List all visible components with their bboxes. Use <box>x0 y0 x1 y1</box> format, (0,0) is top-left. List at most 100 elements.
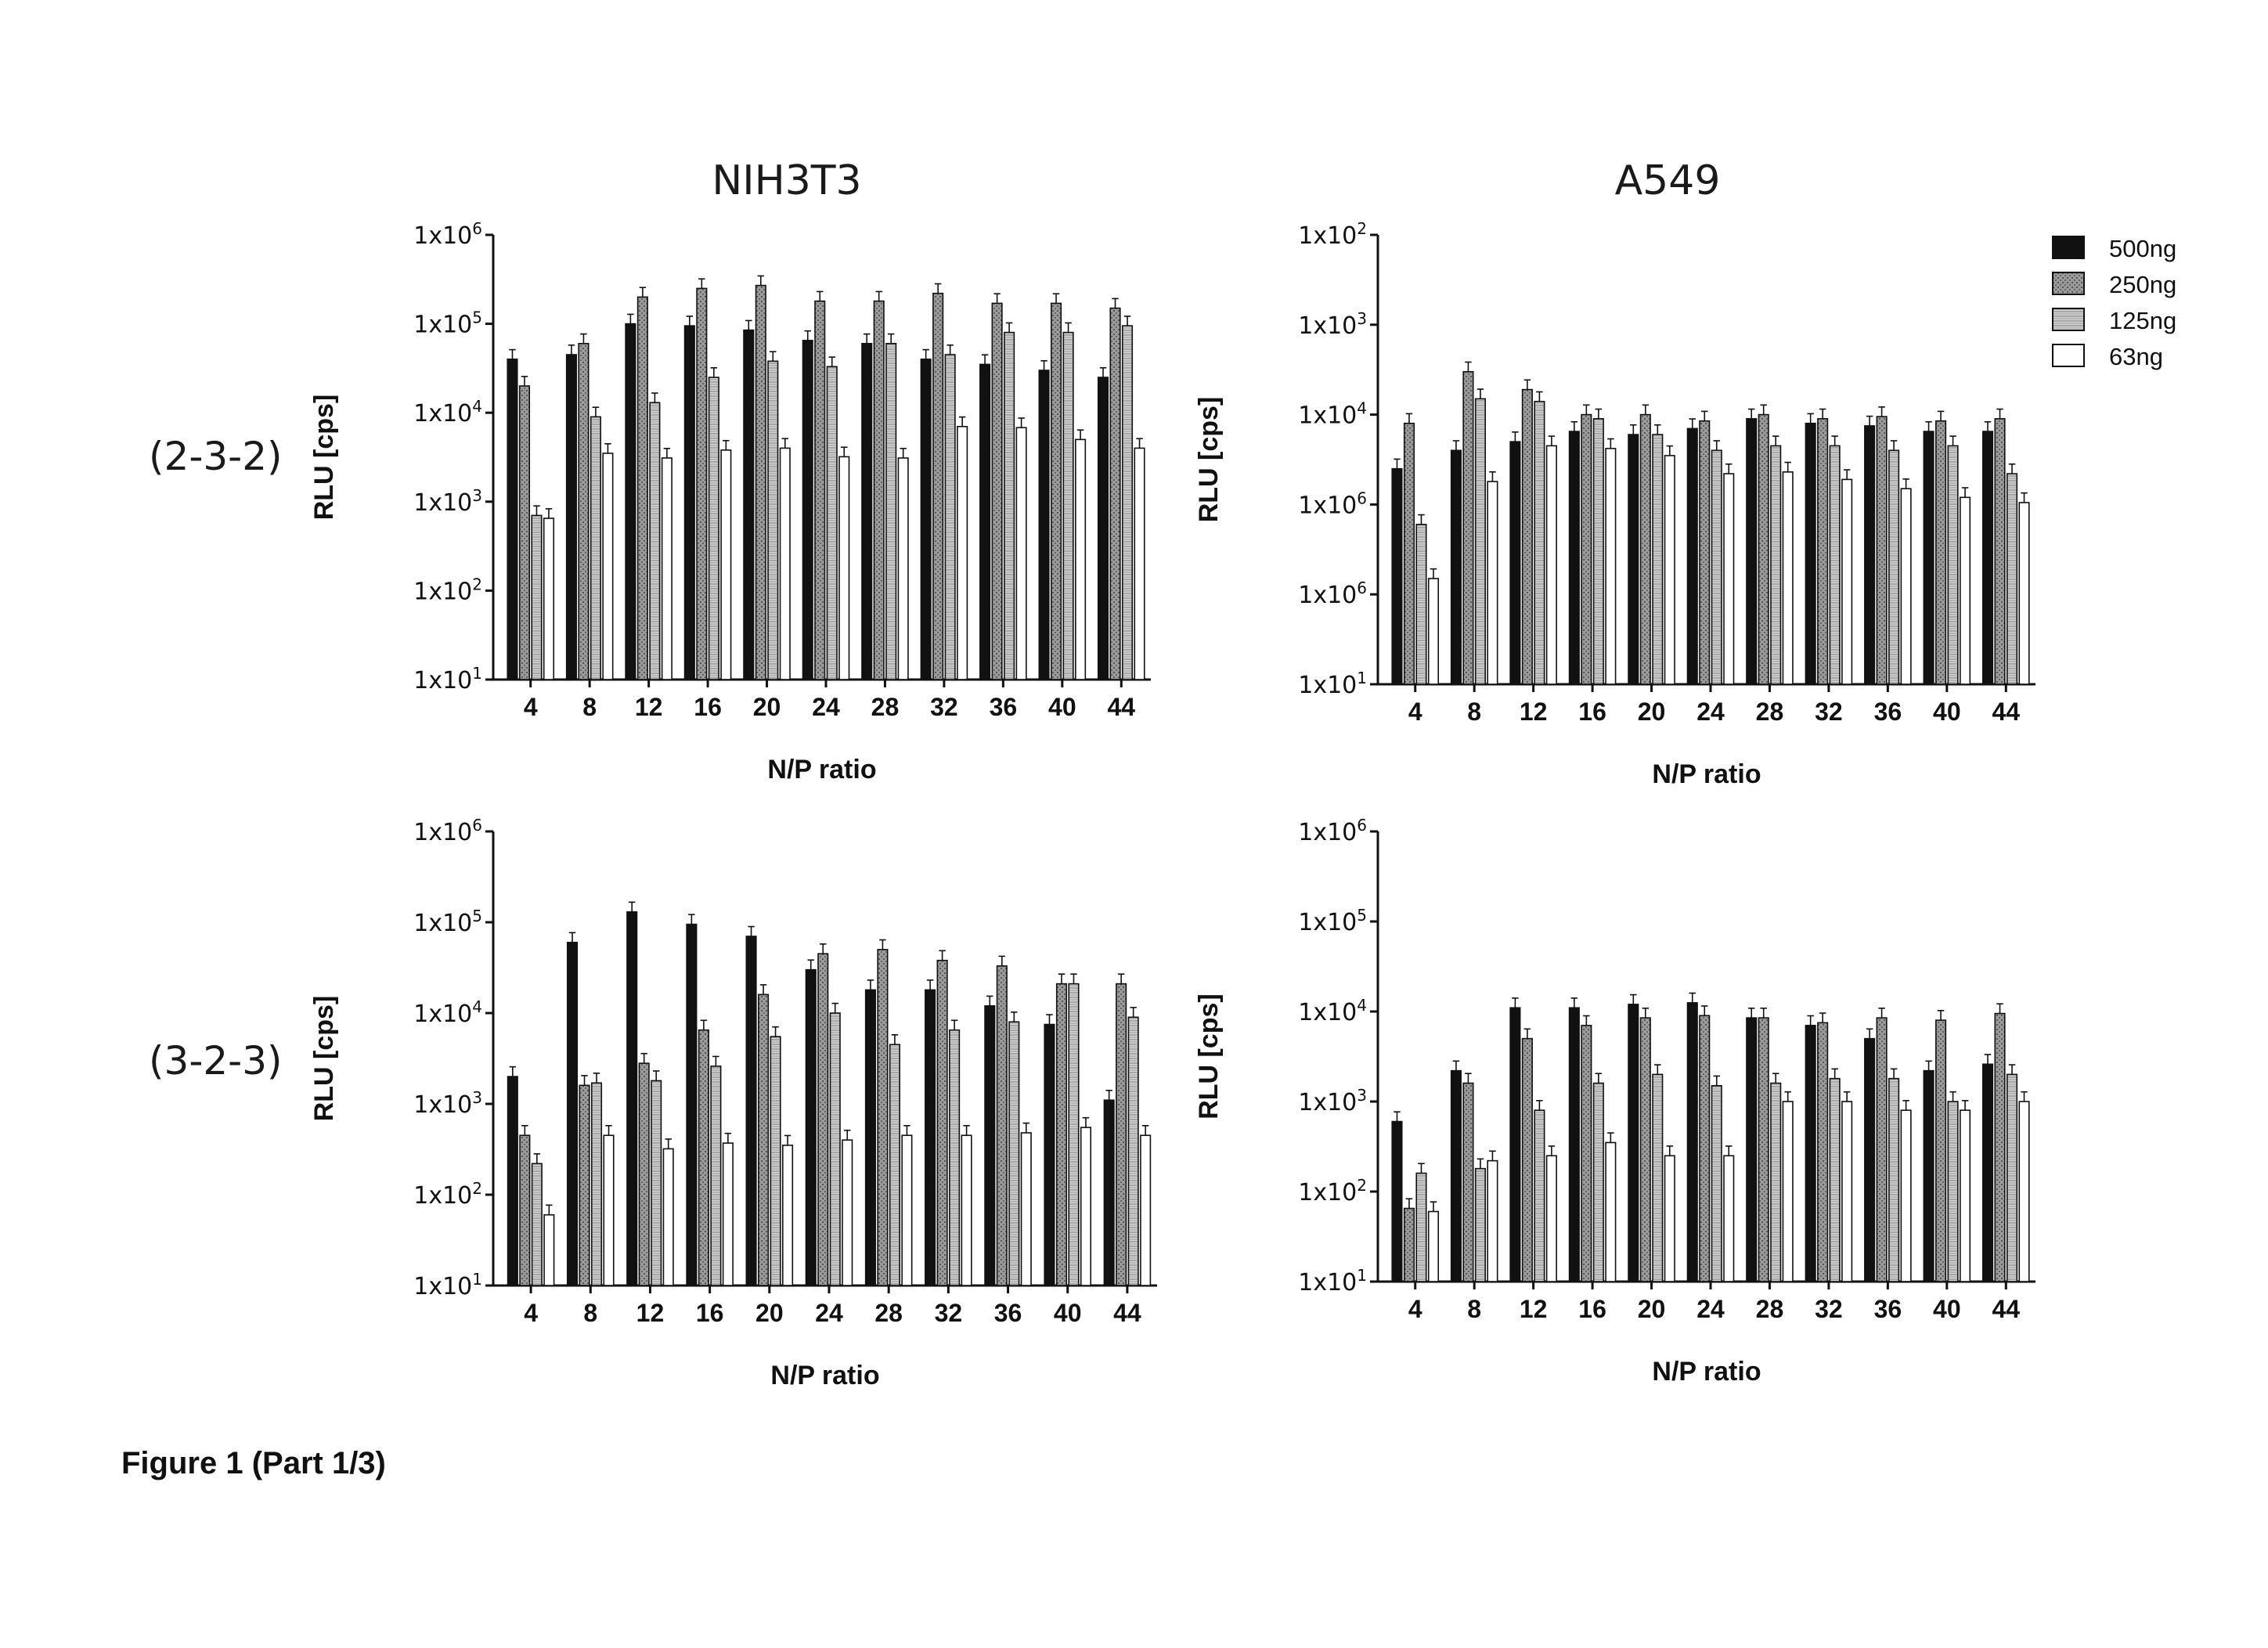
bar-500ng-np8 <box>1451 1071 1462 1282</box>
x-tick-label: 20 <box>753 693 781 721</box>
bar-125ng-np8 <box>591 417 601 680</box>
y-axis-label: RLU [cps] <box>1194 397 1224 523</box>
bar-125ng-np12 <box>650 402 660 680</box>
x-tick-label: 32 <box>930 693 958 721</box>
y-tick-label: 1x106 <box>1298 579 1367 609</box>
x-tick-label: 4 <box>524 1299 538 1327</box>
bar-250ng-np40 <box>1057 984 1067 1286</box>
x-tick-label: 8 <box>582 693 597 721</box>
bar-250ng-np36 <box>1877 1018 1887 1282</box>
y-tick-label: 1x101 <box>1298 669 1367 699</box>
bar-250ng-np16 <box>1581 415 1592 684</box>
bar-250ng-np44 <box>1995 1014 2005 1282</box>
bar-250ng-np8 <box>579 344 589 680</box>
y-tick-label: 1x106 <box>1298 816 1367 846</box>
bar-250ng-np24 <box>1700 1015 1710 1282</box>
bar-250ng-np4 <box>1404 1209 1415 1282</box>
bar-250ng-np16 <box>1581 1026 1592 1282</box>
bar-250ng-np8 <box>1463 372 1473 684</box>
bar-250ng-np16 <box>697 288 707 680</box>
bar-500ng-np8 <box>1451 450 1462 684</box>
bar-500ng-np16 <box>685 326 695 680</box>
bar-125ng-np20 <box>1653 1074 1663 1282</box>
bar-125ng-np24 <box>1712 450 1722 684</box>
bar-250ng-np32 <box>1818 1022 1828 1282</box>
bar-125ng-np12 <box>1534 402 1545 684</box>
bar-125ng-np44 <box>1128 1017 1138 1286</box>
x-axis-label: N/P ratio <box>1652 1357 1761 1387</box>
bar-63ng-np28 <box>902 1135 912 1286</box>
row-label-3-2-3: (3-2-3) <box>149 1038 283 1084</box>
bar-63ng-np40 <box>1960 497 1971 684</box>
bar-250ng-np40 <box>1051 303 1062 680</box>
bar-500ng-np40 <box>1044 1024 1055 1286</box>
bar-500ng-np44 <box>1983 1064 1993 1282</box>
bar-500ng-np12 <box>1510 442 1520 684</box>
bar-500ng-np8 <box>567 355 577 680</box>
bar-250ng-np4 <box>520 386 530 680</box>
bar-500ng-np32 <box>921 359 931 680</box>
bar-63ng-np12 <box>1547 1156 1557 1282</box>
bar-250ng-np36 <box>997 966 1008 1286</box>
x-tick-label: 8 <box>1467 698 1481 726</box>
y-tick-label: 1x104 <box>1298 399 1367 430</box>
bar-250ng-np20 <box>1641 1018 1651 1282</box>
bar-500ng-np24 <box>803 341 813 680</box>
bar-63ng-np16 <box>723 1143 734 1286</box>
x-axis-label: N/P ratio <box>767 755 876 784</box>
bar-500ng-np24 <box>1688 428 1698 684</box>
row-label-2-3-2: (2-3-2) <box>149 434 283 479</box>
x-tick-label: 12 <box>1520 1295 1548 1323</box>
x-tick-label: 20 <box>755 1299 784 1327</box>
chart-panel-nih3t3-top: 1x1011x1021x1031x1041x1051x1064812162024… <box>309 219 1151 784</box>
x-tick-label: 4 <box>524 693 538 721</box>
bar-125ng-np32 <box>945 355 955 680</box>
bar-63ng-np32 <box>961 1135 972 1286</box>
y-tick-label: 1x102 <box>1298 219 1367 250</box>
x-tick-label: 16 <box>1578 1295 1606 1323</box>
bar-500ng-np28 <box>866 990 876 1286</box>
y-tick-label: 1x101 <box>1298 1266 1367 1296</box>
y-tick-label: 1x106 <box>1298 489 1367 519</box>
bar-250ng-np4 <box>1404 424 1415 684</box>
bar-500ng-np28 <box>1747 1018 1757 1282</box>
bar-500ng-np4 <box>507 359 517 680</box>
y-tick-label: 1x104 <box>413 997 482 1028</box>
bar-125ng-np40 <box>1069 984 1079 1286</box>
y-tick-label: 1x104 <box>413 397 482 427</box>
bar-63ng-np4 <box>544 1215 554 1286</box>
bar-125ng-np24 <box>1712 1086 1722 1282</box>
x-tick-label: 40 <box>1054 1299 1082 1327</box>
bar-125ng-np4 <box>1416 525 1426 684</box>
x-tick-label: 24 <box>1696 698 1725 726</box>
bar-63ng-np20 <box>781 448 791 680</box>
bar-63ng-np44 <box>1134 448 1145 680</box>
bar-125ng-np32 <box>1830 445 1840 684</box>
bar-125ng-np16 <box>711 1066 721 1286</box>
bar-500ng-np28 <box>1747 419 1757 684</box>
bar-250ng-np44 <box>1110 308 1120 680</box>
bar-125ng-np20 <box>768 361 778 680</box>
bar-63ng-np32 <box>1842 479 1852 684</box>
bar-500ng-np36 <box>980 364 990 680</box>
x-tick-label: 12 <box>1520 698 1548 726</box>
x-tick-label: 36 <box>1874 698 1902 726</box>
bar-250ng-np8 <box>1463 1084 1473 1282</box>
y-tick-label: 1x106 <box>413 816 482 846</box>
bar-250ng-np36 <box>1877 417 1887 684</box>
y-tick-label: 1x105 <box>1298 906 1367 936</box>
x-tick-label: 16 <box>696 1299 724 1327</box>
bar-125ng-np24 <box>831 1013 841 1286</box>
y-axis-label: RLU [cps] <box>309 395 339 521</box>
bar-63ng-np36 <box>1901 1110 1911 1282</box>
y-tick-label: 1x103 <box>413 1088 482 1119</box>
x-tick-label: 20 <box>1638 698 1666 726</box>
y-axis-label: RLU [cps] <box>1194 993 1224 1120</box>
y-tick-label: 1x102 <box>413 1179 482 1210</box>
bar-250ng-np8 <box>579 1085 590 1286</box>
bar-250ng-np28 <box>878 950 888 1286</box>
x-tick-label: 36 <box>994 1299 1022 1327</box>
bar-63ng-np4 <box>544 518 554 680</box>
y-tick-label: 1x106 <box>413 219 482 250</box>
bar-500ng-np44 <box>1104 1100 1114 1286</box>
